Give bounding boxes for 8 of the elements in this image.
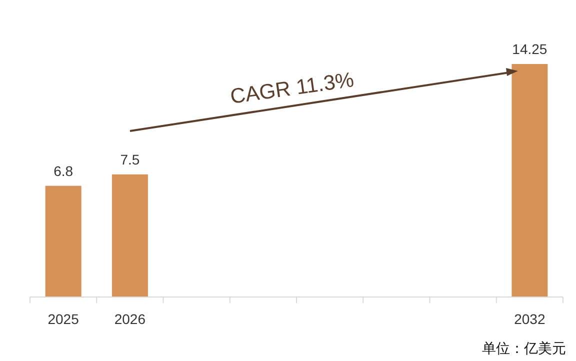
x-tick-label: 2032: [514, 311, 546, 327]
data-label: 7.5: [120, 151, 140, 168]
annotation: CAGR 11.3%: [228, 68, 356, 109]
data-label: 14.25: [512, 41, 548, 57]
x-tick-label: 2026: [114, 311, 146, 327]
text: 单位：亿美元: [482, 340, 566, 356]
data-label: 6.8: [54, 162, 74, 179]
x-tick-label: 2025: [48, 311, 80, 327]
